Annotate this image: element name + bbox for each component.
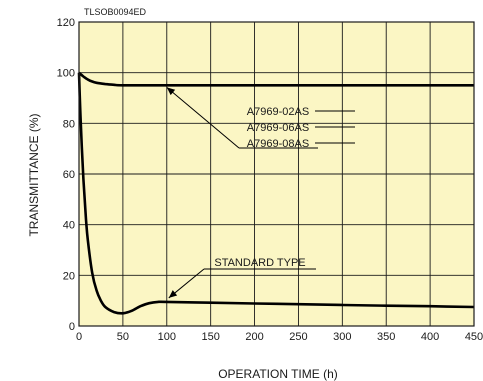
series-line-2: [77, 72, 475, 315]
y-tick-label-60: 60: [63, 169, 75, 181]
x-tick-label-300: 300: [333, 331, 351, 343]
x-tick-label-250: 250: [289, 331, 307, 343]
plot-frame: [78, 21, 475, 327]
x-tick-label-50: 50: [117, 331, 129, 343]
y-tick-label-80: 80: [63, 118, 75, 130]
y-tick-label-120: 120: [57, 17, 75, 29]
x-tick-label-100: 100: [158, 331, 176, 343]
annotation-standard-arrow-head: [168, 290, 178, 298]
x-axis-label: OPERATION TIME (h): [218, 367, 338, 381]
annotations: A7969-02AS A7969-06AS A7969-08AS STANDARD T…: [166, 86, 355, 299]
x-tick-label-450: 450: [465, 331, 483, 343]
figure-code: TLSOB0094ED: [84, 7, 147, 17]
x-tick-label-350: 350: [377, 331, 395, 343]
x-axis-ticks: 0 50 100 150 200 250 300 350 400 450: [76, 331, 483, 343]
series-layer: [77, 71, 475, 315]
annotation-model-arrow-head: [166, 87, 176, 96]
annotation-standard-type: STANDARD TYPE: [214, 257, 305, 269]
annotation-model-3: A7969-08AS: [247, 138, 309, 150]
y-tick-label-40: 40: [63, 220, 75, 232]
y-tick-label-20: 20: [63, 270, 75, 282]
grid: [79, 22, 474, 326]
y-tick-label-0: 0: [69, 321, 75, 333]
x-tick-label-400: 400: [421, 331, 439, 343]
y-axis-ticks: 0 20 40 60 80 100 120: [57, 17, 75, 333]
annotation-model-2: A7969-06AS: [247, 122, 309, 134]
series-line-1: [78, 71, 474, 87]
plot-border: [78, 21, 475, 327]
annotation-model-1: A7969-02AS: [247, 106, 309, 118]
x-tick-label-200: 200: [245, 331, 263, 343]
x-tick-label-0: 0: [76, 331, 82, 343]
y-tick-label-100: 100: [57, 68, 75, 80]
y-axis-label: TRANSMITTANCE (%): [27, 113, 41, 236]
annotation-model-arrow: [166, 86, 240, 149]
x-tick-label-150: 150: [201, 331, 219, 343]
